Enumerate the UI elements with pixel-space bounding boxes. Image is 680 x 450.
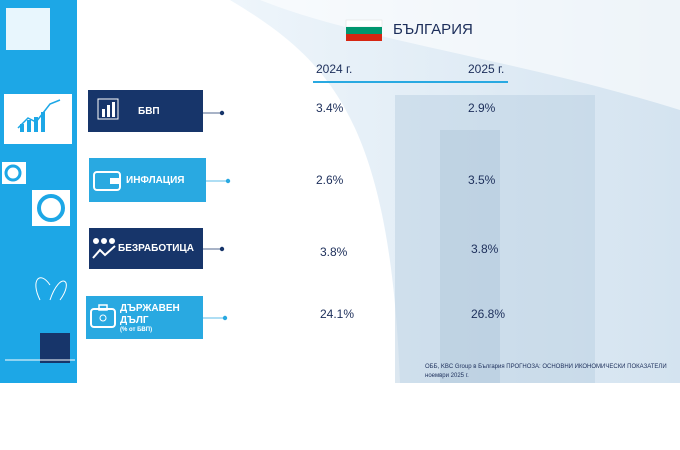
value: 3.5% (468, 173, 496, 187)
value: 2.6% (316, 173, 344, 187)
value: 3.4% (316, 101, 344, 115)
value: 3.8% (471, 242, 499, 256)
indicator-sublabel: (% от БВП) (120, 326, 153, 333)
value: 2.9% (468, 101, 496, 115)
indicator-label: ИНФЛАЦИЯ (126, 174, 185, 186)
value: 26.8% (471, 307, 506, 321)
infographic: БЪЛГАРИЯ 2024 г. 2025 г. БВП ИНФЛАЦИЯ БЕ… (0, 0, 680, 383)
indicator-label: БЕЗРАБОТИЦА (118, 243, 194, 254)
value: 24.1% (320, 307, 355, 321)
column-header: 2024 г. (316, 62, 353, 76)
icon (92, 238, 116, 259)
country-title: БЪЛГАРИЯ (393, 21, 473, 38)
background (0, 0, 680, 383)
indicator-box: ИНФЛАЦИЯ (89, 158, 206, 202)
column-header: 2025 г. (468, 62, 505, 76)
indicator-label: БВП (138, 105, 160, 117)
footer-source: ОББ, KBC Group в България ПРОГНОЗА: ОСНО… (425, 364, 667, 370)
indicator-label: ДЪРЖАВЕН ДЪЛГ (120, 302, 180, 326)
value: 3.8% (320, 245, 348, 259)
icon (93, 171, 121, 191)
indicator-box: БЕЗРАБОТИЦА (89, 228, 203, 269)
icon (90, 304, 116, 328)
footer-date: ноември 2025 г. (425, 373, 469, 379)
icon (97, 98, 119, 120)
